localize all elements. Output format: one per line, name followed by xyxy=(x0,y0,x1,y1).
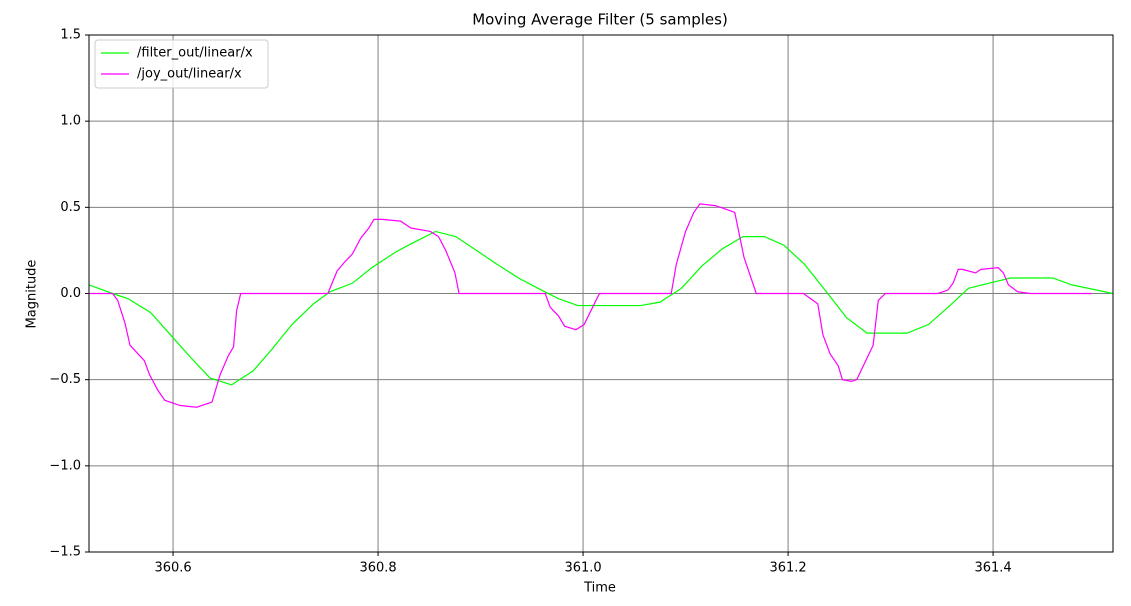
y-axis-label: Magnitude xyxy=(25,260,40,329)
x-axis-label: Time xyxy=(583,581,616,596)
x-tick-label: 360.8 xyxy=(359,561,396,576)
y-tick-label: 1.0 xyxy=(60,114,81,129)
series-line xyxy=(89,230,1113,386)
chart-title: Moving Average Filter (5 samples) xyxy=(472,11,728,29)
x-tick-label: 361.4 xyxy=(974,561,1011,576)
x-tick-label: 361.2 xyxy=(769,561,806,576)
series-line xyxy=(89,203,1092,408)
y-tick-label: −1.0 xyxy=(49,458,81,473)
y-tick-label: 0.5 xyxy=(60,200,81,215)
y-tick-label: 1.5 xyxy=(60,28,81,43)
y-tick-label: 0.0 xyxy=(60,286,81,301)
x-tick-label: 360.6 xyxy=(154,561,191,576)
x-tick-label: 361.0 xyxy=(564,561,601,576)
legend-label: /filter_out/linear/x xyxy=(137,46,253,61)
legend-box xyxy=(94,39,269,89)
y-tick-label: −1.5 xyxy=(49,545,81,560)
legend-label: /joy_out/linear/x xyxy=(137,67,242,82)
lines-layer xyxy=(89,203,1113,408)
y-tick-label: −0.5 xyxy=(49,372,81,387)
legend: /filter_out/linear/x/joy_out/linear/x xyxy=(94,39,269,89)
